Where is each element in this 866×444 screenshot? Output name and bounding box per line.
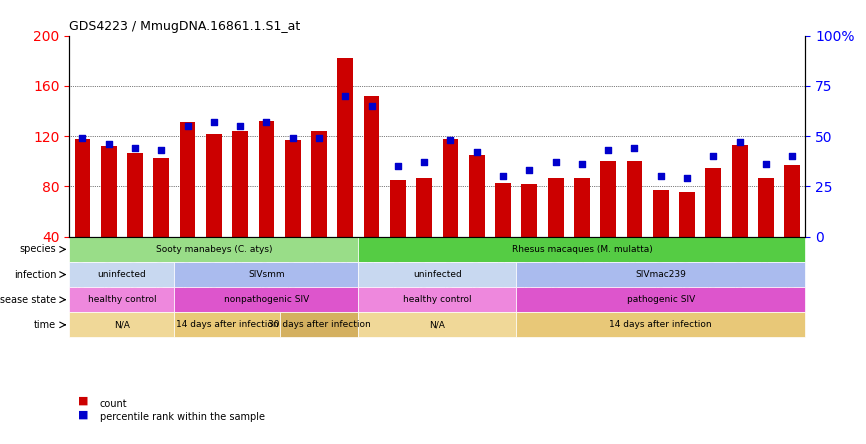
Point <box>628 145 642 152</box>
Text: uninfected: uninfected <box>413 270 462 279</box>
Point <box>128 145 142 152</box>
Bar <box>153 158 169 237</box>
Bar <box>521 184 537 237</box>
FancyBboxPatch shape <box>280 312 359 337</box>
Bar <box>127 153 143 237</box>
FancyBboxPatch shape <box>174 262 359 287</box>
Bar <box>311 131 326 237</box>
Bar <box>758 178 774 237</box>
Bar <box>547 178 564 237</box>
Bar <box>417 178 432 237</box>
FancyBboxPatch shape <box>69 237 359 262</box>
FancyBboxPatch shape <box>359 237 805 262</box>
Point <box>312 135 326 142</box>
Text: ■: ■ <box>78 396 88 406</box>
Point <box>233 123 247 130</box>
Bar <box>679 191 695 237</box>
Bar <box>600 161 616 237</box>
Point <box>470 149 484 156</box>
Bar <box>232 131 248 237</box>
Text: healthy control: healthy control <box>403 295 472 304</box>
Point <box>496 173 510 180</box>
FancyBboxPatch shape <box>516 262 805 287</box>
FancyBboxPatch shape <box>69 262 174 287</box>
Bar <box>495 183 511 237</box>
Text: nonpathogenic SIV: nonpathogenic SIV <box>223 295 309 304</box>
Point <box>207 119 221 126</box>
Text: 14 days after infection: 14 days after infection <box>610 321 712 329</box>
Text: N/A: N/A <box>114 321 130 329</box>
Bar <box>259 121 275 237</box>
Text: uninfected: uninfected <box>98 270 146 279</box>
Text: N/A: N/A <box>430 321 445 329</box>
FancyBboxPatch shape <box>359 287 516 312</box>
Point <box>365 103 378 110</box>
Bar <box>390 180 406 237</box>
Bar <box>180 123 196 237</box>
Text: Rhesus macaques (M. mulatta): Rhesus macaques (M. mulatta) <box>512 245 652 254</box>
Text: Sooty manabeys (C. atys): Sooty manabeys (C. atys) <box>156 245 272 254</box>
Bar <box>285 140 301 237</box>
Point <box>575 161 589 168</box>
Point <box>522 167 536 174</box>
Bar <box>469 155 485 237</box>
Point <box>102 141 116 148</box>
Bar <box>627 161 643 237</box>
Point <box>654 173 668 180</box>
Text: healthy control: healthy control <box>87 295 156 304</box>
Text: disease state: disease state <box>0 295 56 305</box>
Point <box>680 175 694 182</box>
FancyBboxPatch shape <box>516 312 805 337</box>
Point <box>707 153 721 160</box>
Text: SIVsmm: SIVsmm <box>249 270 285 279</box>
FancyBboxPatch shape <box>516 287 805 312</box>
Point <box>391 163 404 170</box>
Point <box>601 147 615 154</box>
Bar <box>74 139 90 237</box>
Point <box>75 135 89 142</box>
Bar <box>443 139 458 237</box>
Text: SIVmac239: SIVmac239 <box>636 270 686 279</box>
Point <box>549 159 563 166</box>
Bar <box>206 134 222 237</box>
FancyBboxPatch shape <box>69 312 174 337</box>
Point <box>733 139 746 146</box>
Bar <box>364 96 379 237</box>
Text: species: species <box>20 244 56 254</box>
Text: infection: infection <box>14 270 56 280</box>
Bar <box>100 146 117 237</box>
Point <box>785 153 799 160</box>
Text: pathogenic SIV: pathogenic SIV <box>627 295 695 304</box>
Text: percentile rank within the sample: percentile rank within the sample <box>100 412 265 422</box>
Bar <box>653 190 669 237</box>
Text: GDS4223 / MmugDNA.16861.1.S1_at: GDS4223 / MmugDNA.16861.1.S1_at <box>69 20 301 33</box>
Bar <box>706 168 721 237</box>
Bar <box>785 165 800 237</box>
Bar <box>732 145 747 237</box>
Point <box>417 159 431 166</box>
FancyBboxPatch shape <box>69 287 174 312</box>
Bar <box>338 58 353 237</box>
Text: 30 days after infection: 30 days after infection <box>268 321 371 329</box>
Text: 14 days after infection: 14 days after infection <box>176 321 278 329</box>
Point <box>154 147 168 154</box>
FancyBboxPatch shape <box>174 287 359 312</box>
Point <box>181 123 195 130</box>
Point <box>443 137 457 144</box>
Text: ■: ■ <box>78 409 88 420</box>
Text: count: count <box>100 399 127 409</box>
Point <box>260 119 274 126</box>
Point <box>759 161 772 168</box>
Point <box>339 92 352 99</box>
FancyBboxPatch shape <box>174 312 280 337</box>
FancyBboxPatch shape <box>359 262 516 287</box>
Text: time: time <box>34 320 56 330</box>
FancyBboxPatch shape <box>359 312 516 337</box>
Point <box>286 135 300 142</box>
Bar <box>574 178 590 237</box>
